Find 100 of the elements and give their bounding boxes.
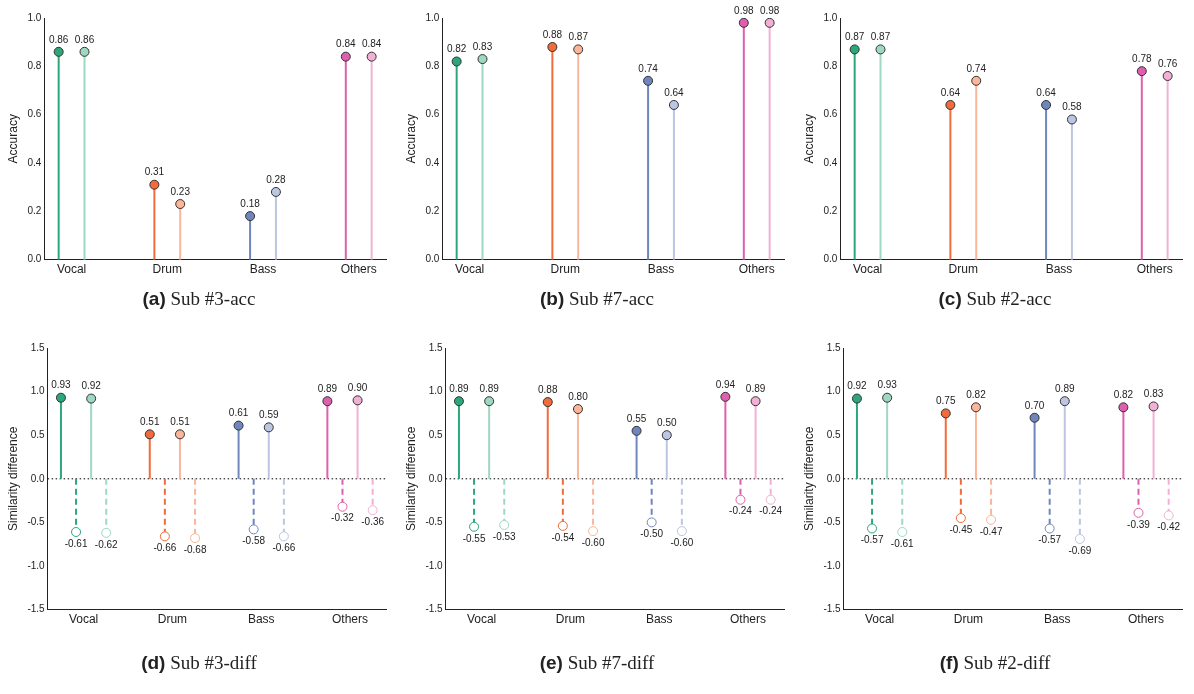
y-tick-label: 0.5 bbox=[428, 428, 444, 440]
data-label: -0.61 bbox=[890, 537, 915, 549]
x-tick-label: Vocal bbox=[864, 612, 895, 627]
data-label: -0.24 bbox=[759, 505, 783, 517]
data-label: -0.57 bbox=[1038, 534, 1062, 546]
data-label: 0.50 bbox=[657, 416, 677, 428]
data-label: 0.74 bbox=[966, 62, 987, 74]
x-tick-label: Bass bbox=[249, 262, 277, 277]
data-label: 0.86 bbox=[74, 33, 95, 45]
y-tick-label: -1.5 bbox=[425, 603, 444, 615]
data-label: 0.98 bbox=[759, 4, 780, 16]
data-label: -0.61 bbox=[64, 537, 88, 549]
y-tick-label: 0.8 bbox=[425, 60, 440, 72]
data-label: 0.28 bbox=[266, 173, 287, 185]
data-label: 0.90 bbox=[347, 382, 368, 394]
data-label: 0.89 bbox=[479, 382, 500, 394]
y-tick-label: 0.0 bbox=[823, 253, 838, 265]
y-tick-label: 0.4 bbox=[823, 156, 838, 168]
x-tick-label: Drum bbox=[948, 262, 978, 277]
x-tick-label: Drum bbox=[953, 612, 984, 627]
data-label: 0.58 bbox=[1062, 101, 1083, 113]
y-tick-label: -1.0 bbox=[27, 559, 46, 571]
data-label: 0.87 bbox=[870, 31, 891, 43]
y-tick-label: -1.0 bbox=[823, 559, 842, 571]
data-label: 0.92 bbox=[81, 380, 102, 392]
text: (d) Sub #3-diff bbox=[140, 651, 258, 675]
data-label: -0.66 bbox=[153, 542, 177, 554]
data-label: 0.61 bbox=[228, 407, 249, 419]
data-label: -0.45 bbox=[949, 523, 973, 535]
x-tick-label: Vocal bbox=[56, 262, 87, 277]
data-label: 0.64 bbox=[1036, 86, 1057, 98]
y-tick-label: 0.0 bbox=[826, 472, 842, 484]
y-tick-label: -0.5 bbox=[27, 516, 46, 528]
y-axis-title: Similarity difference bbox=[801, 426, 816, 532]
y-tick-label: 0.2 bbox=[425, 205, 440, 217]
data-label: -0.58 bbox=[242, 535, 266, 547]
x-tick-label: Drum bbox=[152, 262, 182, 277]
data-label: 0.78 bbox=[1132, 52, 1152, 64]
data-label: -0.54 bbox=[551, 531, 575, 543]
y-axis-title: Similarity difference bbox=[403, 426, 418, 532]
data-label: 0.82 bbox=[446, 43, 467, 55]
data-label: 0.84 bbox=[336, 38, 356, 50]
y-tick-label: -1.5 bbox=[823, 603, 842, 615]
x-tick-label: Others bbox=[340, 262, 377, 277]
x-tick-label: Drum bbox=[555, 612, 586, 627]
data-label: -0.36 bbox=[361, 515, 385, 527]
data-label: 0.64 bbox=[664, 86, 685, 98]
data-label: 0.18 bbox=[240, 197, 261, 209]
y-tick-label: -1.0 bbox=[425, 559, 444, 571]
data-label: -0.42 bbox=[1157, 521, 1181, 533]
data-label: 0.74 bbox=[638, 62, 659, 74]
data-label: 0.98 bbox=[734, 4, 754, 16]
data-label: 0.82 bbox=[1113, 389, 1134, 401]
y-tick-label: 0.0 bbox=[425, 253, 440, 265]
y-tick-label: 0.8 bbox=[27, 60, 42, 72]
data-label: 0.87 bbox=[568, 31, 589, 43]
x-tick-label: Others bbox=[1136, 262, 1173, 277]
x-tick-label: Bass bbox=[1045, 262, 1073, 277]
x-tick-label: Bass bbox=[645, 612, 673, 627]
x-tick-label: Vocal bbox=[454, 262, 485, 277]
y-tick-label: 0.8 bbox=[823, 60, 838, 72]
data-label: -0.69 bbox=[1068, 544, 1092, 556]
data-label: -0.50 bbox=[640, 528, 664, 540]
y-tick-label: 1.0 bbox=[30, 385, 46, 397]
x-tick-label: Others bbox=[1128, 612, 1165, 627]
data-label: 0.89 bbox=[449, 382, 470, 394]
data-label: -0.60 bbox=[670, 536, 694, 548]
data-label: 0.51 bbox=[170, 416, 191, 428]
x-tick-label: Vocal bbox=[466, 612, 497, 627]
y-tick-label: 0.2 bbox=[823, 205, 838, 217]
y-tick-label: 1.0 bbox=[425, 11, 440, 23]
y-tick-label: 0.0 bbox=[30, 472, 46, 484]
y-tick-label: 0.0 bbox=[428, 472, 444, 484]
data-label: 0.88 bbox=[538, 383, 558, 395]
text: (f) Sub #2-diff bbox=[938, 651, 1052, 675]
data-label: 0.93 bbox=[51, 379, 72, 391]
y-tick-label: 0.6 bbox=[823, 108, 838, 120]
data-label: 0.59 bbox=[259, 409, 279, 421]
y-tick-label: 0.2 bbox=[27, 205, 42, 217]
y-tick-label: -1.5 bbox=[27, 603, 46, 615]
data-label: 0.89 bbox=[317, 382, 338, 394]
x-tick-label: Vocal bbox=[852, 262, 883, 277]
y-tick-label: -0.5 bbox=[425, 516, 444, 528]
data-label: 0.89 bbox=[1055, 382, 1075, 394]
data-label: -0.66 bbox=[272, 542, 296, 554]
y-tick-label: 1.5 bbox=[826, 341, 842, 353]
data-label: -0.53 bbox=[492, 530, 517, 542]
data-label: 0.70 bbox=[1024, 399, 1045, 411]
x-tick-label: Others bbox=[738, 262, 775, 277]
data-label: -0.60 bbox=[581, 536, 605, 548]
text: (c) Sub #2-acc bbox=[937, 287, 1053, 311]
y-tick-label: 1.0 bbox=[428, 385, 444, 397]
data-label: 0.92 bbox=[847, 380, 868, 392]
data-label: -0.62 bbox=[94, 538, 119, 550]
y-axis-title: Accuracy bbox=[403, 114, 418, 164]
y-tick-label: 0.4 bbox=[425, 156, 440, 168]
data-label: -0.55 bbox=[462, 532, 486, 544]
y-tick-label: 1.5 bbox=[30, 341, 46, 353]
data-label: -0.68 bbox=[183, 543, 207, 555]
text: (e) Sub #7-diff bbox=[538, 651, 656, 675]
